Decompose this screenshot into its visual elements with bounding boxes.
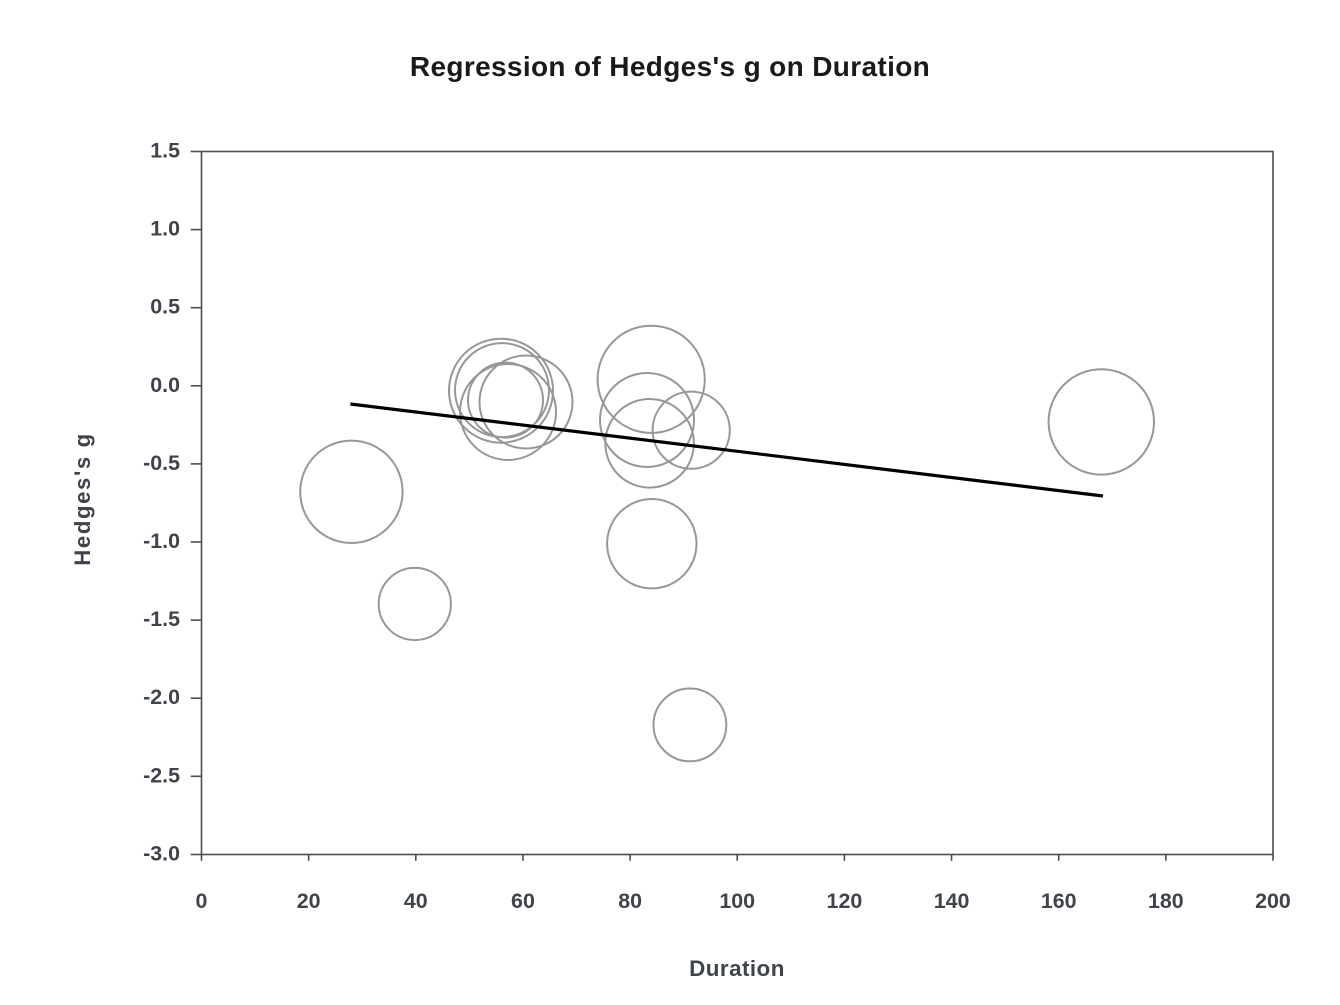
- svg-text:-2.5: -2.5: [143, 763, 180, 787]
- svg-text:40: 40: [404, 889, 428, 913]
- svg-text:0.0: 0.0: [150, 373, 180, 397]
- svg-text:1.5: 1.5: [150, 139, 180, 163]
- svg-text:1.0: 1.0: [150, 217, 180, 241]
- svg-text:0: 0: [196, 889, 208, 913]
- svg-text:60: 60: [511, 889, 535, 913]
- svg-text:Regression of Hedges's g on Du: Regression of Hedges's g on Duration: [410, 51, 930, 82]
- svg-text:180: 180: [1148, 889, 1184, 913]
- svg-text:-1.5: -1.5: [143, 607, 180, 631]
- svg-text:-1.0: -1.0: [143, 529, 180, 553]
- svg-text:Hedges's g: Hedges's g: [70, 432, 95, 565]
- svg-text:-3.0: -3.0: [143, 842, 180, 866]
- svg-text:140: 140: [934, 889, 970, 913]
- svg-text:200: 200: [1255, 889, 1291, 913]
- svg-text:-2.0: -2.0: [143, 685, 180, 709]
- svg-text:0.5: 0.5: [150, 295, 180, 319]
- svg-text:100: 100: [719, 889, 755, 913]
- svg-text:80: 80: [618, 889, 642, 913]
- svg-text:20: 20: [297, 889, 321, 913]
- svg-text:160: 160: [1041, 889, 1077, 913]
- svg-text:120: 120: [827, 889, 863, 913]
- svg-text:-0.5: -0.5: [143, 451, 180, 475]
- svg-text:Duration: Duration: [689, 956, 785, 981]
